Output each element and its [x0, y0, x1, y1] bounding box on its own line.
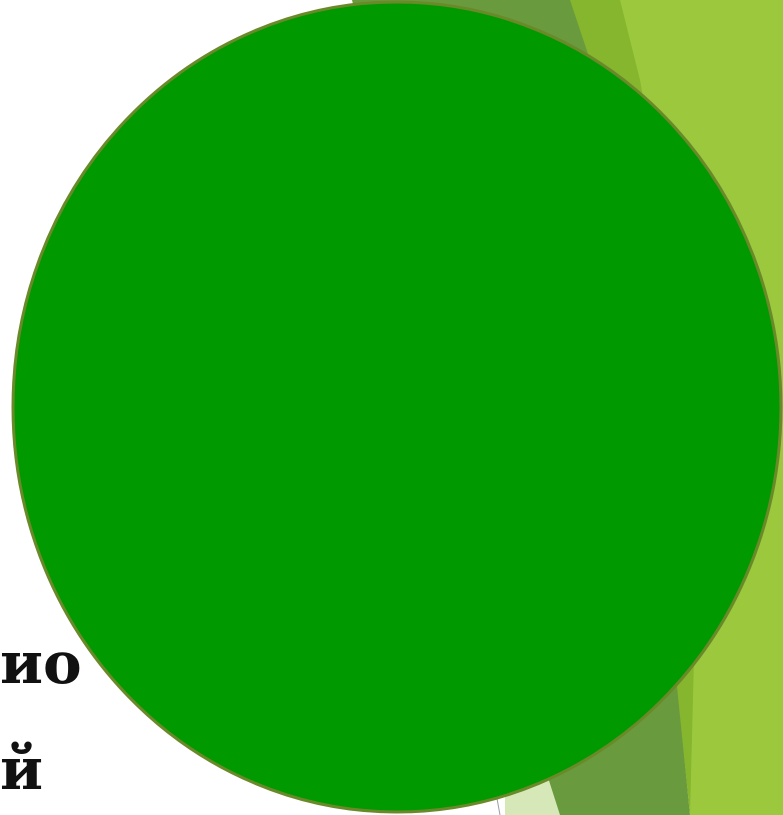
text-fragment-bottom: й [0, 735, 44, 803]
text-fragment-top: ио [0, 629, 82, 697]
green-circle [11, 0, 783, 814]
